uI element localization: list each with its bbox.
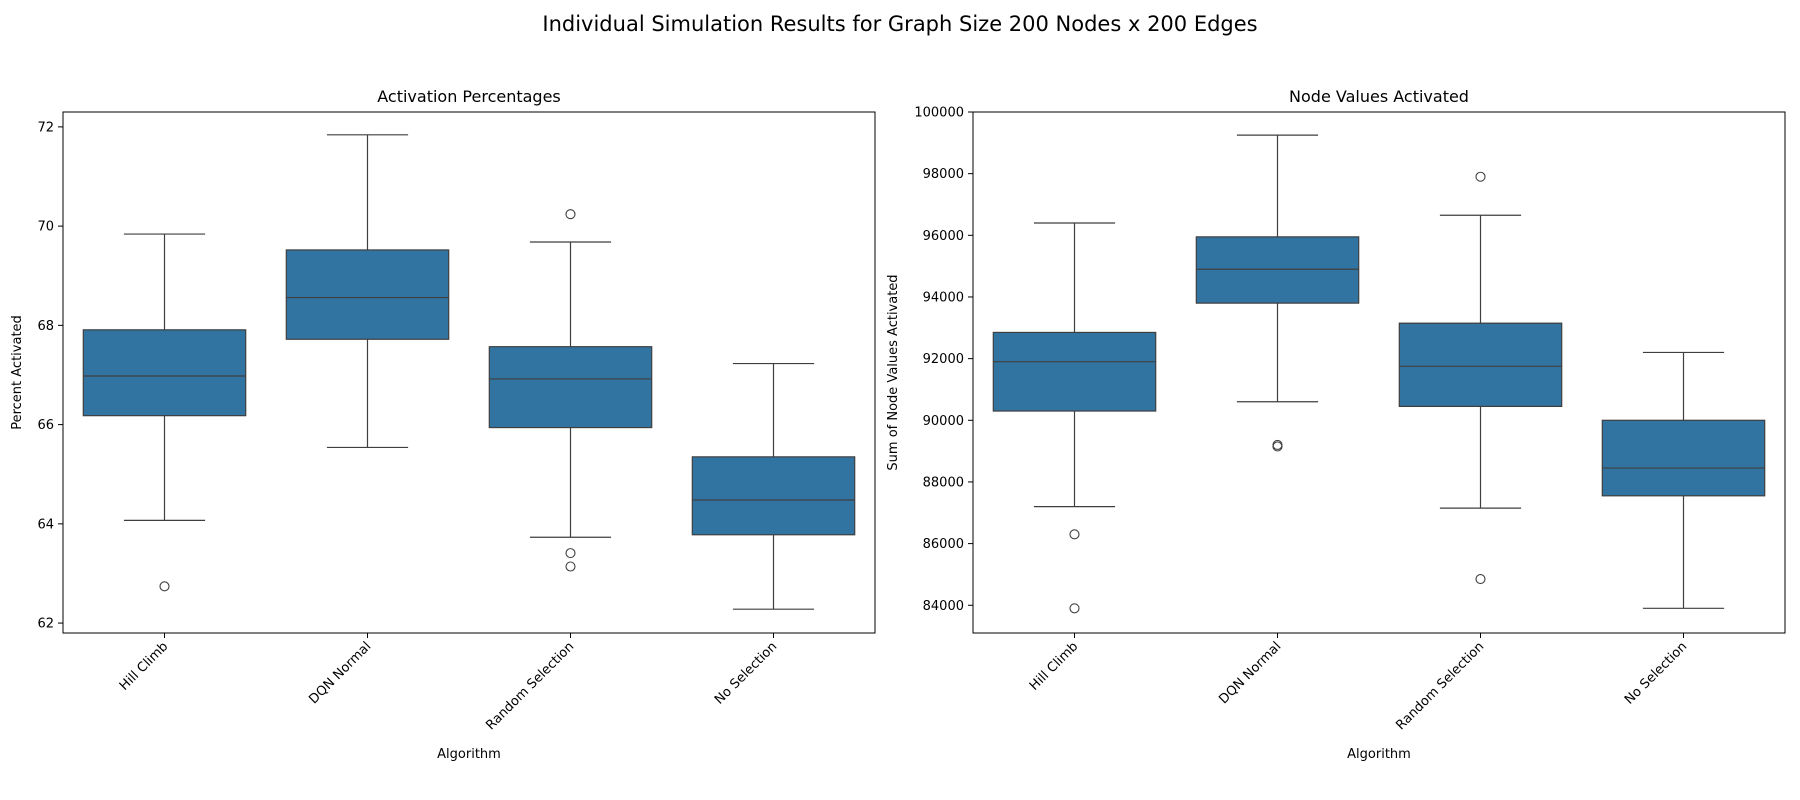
box-no-selection (1601, 351, 1766, 609)
y-tick-label: 68 (37, 319, 54, 334)
iqr-box (488, 346, 653, 429)
x-axis-label: Algorithm (1347, 747, 1411, 762)
outlier-point (1069, 529, 1080, 540)
y-tick-label: 72 (37, 120, 54, 135)
panel-title: Node Values Activated (1289, 87, 1469, 106)
x-axis-label: Algorithm (437, 747, 501, 762)
box-no-selection (691, 362, 856, 610)
y-tick-label: 90000 (923, 414, 964, 429)
outlier-point (1272, 441, 1283, 452)
outlier-point (1069, 603, 1080, 614)
y-axis-label: Sum of Node Values Activated (886, 274, 901, 470)
iqr-box (82, 329, 247, 417)
y-tick-label: 66 (37, 418, 54, 433)
y-axis-label: Percent Activated (10, 315, 25, 430)
axes-frame (62, 111, 876, 634)
y-tick-label: 64 (37, 517, 54, 532)
outlier-point (565, 548, 576, 559)
y-tick-label: 98000 (923, 167, 964, 182)
outlier-point (565, 561, 576, 572)
figure-suptitle: Individual Simulation Results for Graph … (542, 12, 1257, 36)
outlier-point (1475, 171, 1486, 182)
y-tick-label: 62 (37, 617, 54, 632)
axes-frame (972, 111, 1786, 634)
iqr-box (691, 456, 856, 536)
box-dqn-normal (1195, 134, 1360, 452)
outlier-point (1475, 574, 1486, 585)
panel-title: Activation Percentages (377, 87, 561, 106)
y-tick-label: 84000 (923, 599, 964, 614)
y-tick-label: 70 (37, 220, 54, 235)
y-tick-label: 88000 (923, 475, 964, 490)
iqr-box (992, 331, 1157, 412)
y-tick-label: 96000 (923, 229, 964, 244)
iqr-box (1195, 236, 1360, 304)
box-hill-climb (992, 222, 1157, 614)
iqr-box (285, 249, 450, 340)
y-tick-label: 92000 (923, 352, 964, 367)
y-tick-label: 94000 (923, 290, 964, 305)
outlier-point (159, 581, 170, 592)
box-random-selection (488, 209, 653, 572)
box-random-selection (1398, 171, 1563, 585)
y-tick-label: 100000 (914, 106, 964, 121)
outlier-point (565, 209, 576, 220)
iqr-box (1398, 322, 1563, 408)
iqr-box (1601, 419, 1766, 497)
box-hill-climb (82, 233, 247, 592)
box-dqn-normal (285, 134, 450, 449)
y-tick-label: 86000 (923, 537, 964, 552)
